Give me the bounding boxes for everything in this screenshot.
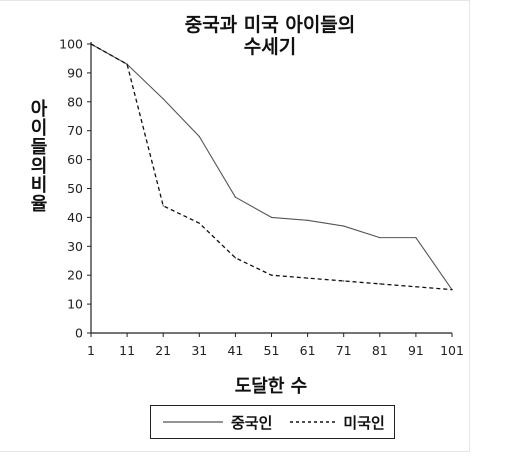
data-point — [451, 289, 453, 291]
y-tick-label: 50 — [67, 181, 83, 196]
series-line-china — [90, 43, 453, 290]
data-point — [198, 135, 200, 138]
legend-label-series-2: 미국인 — [343, 413, 385, 432]
chart-title-line-1: 중국과 미국 아이들의 — [184, 14, 356, 36]
frame-right-border — [469, 0, 470, 452]
y-tick-label: 70 — [67, 123, 83, 138]
frame-bottom-border — [0, 451, 470, 452]
x-tick-label: 1 — [87, 343, 95, 358]
data-point — [379, 237, 381, 239]
data-point — [343, 225, 345, 227]
data-point — [126, 63, 128, 65]
y-tick-label: 90 — [67, 65, 83, 80]
y-tick-label: 40 — [67, 210, 83, 225]
x-tick-label: 31 — [191, 343, 207, 358]
y-tick-label: 100 — [59, 37, 83, 52]
x-tick-label: 71 — [336, 343, 352, 358]
legend: 중국인 미국인 — [150, 405, 395, 439]
legend-label-series-1: 중국인 — [231, 413, 273, 432]
data-point — [162, 98, 164, 100]
data-point — [162, 205, 164, 207]
x-tick-label: 101 — [440, 343, 464, 358]
data-point — [270, 274, 273, 276]
y-tick-label: 0 — [75, 326, 83, 341]
y-tick-label: 10 — [67, 297, 83, 312]
x-tick-label: 21 — [155, 343, 171, 358]
legend-item-series-1: 중국인 — [163, 412, 272, 433]
data-point — [198, 222, 200, 224]
x-axis-label: 도달한 수 — [234, 376, 308, 397]
legend-dashed-line-icon — [290, 421, 336, 423]
frame-top-border — [0, 0, 470, 1]
data-point — [234, 196, 236, 198]
data-point — [307, 277, 309, 279]
data-point — [379, 283, 381, 285]
data-point — [270, 216, 273, 218]
y-axis-label: 아이들의 비율 — [30, 99, 54, 215]
x-tick-label: 81 — [372, 343, 388, 358]
legend-item-series-2: 미국인 — [290, 412, 385, 433]
x-tick-label: 61 — [300, 343, 316, 358]
data-point — [307, 219, 309, 221]
data-point — [90, 43, 92, 45]
legend-solid-line-icon — [163, 421, 223, 423]
y-tick-label: 30 — [67, 239, 83, 254]
chart-title-line-2: 수세기 — [243, 36, 297, 58]
chart-title: 중국과 미국 아이들의 수세기 — [90, 14, 450, 58]
x-tick-label: 41 — [227, 343, 243, 358]
x-tick-label: 11 — [119, 343, 135, 358]
data-point — [415, 237, 417, 239]
data-point — [415, 286, 417, 288]
x-tick-label: 51 — [264, 343, 280, 358]
y-tick-label: 20 — [67, 268, 83, 283]
data-point — [343, 280, 345, 282]
x-tick-label: 91 — [408, 343, 424, 358]
y-tick-label: 60 — [67, 152, 83, 167]
y-tick-label: 80 — [67, 94, 83, 109]
data-point — [234, 257, 236, 259]
